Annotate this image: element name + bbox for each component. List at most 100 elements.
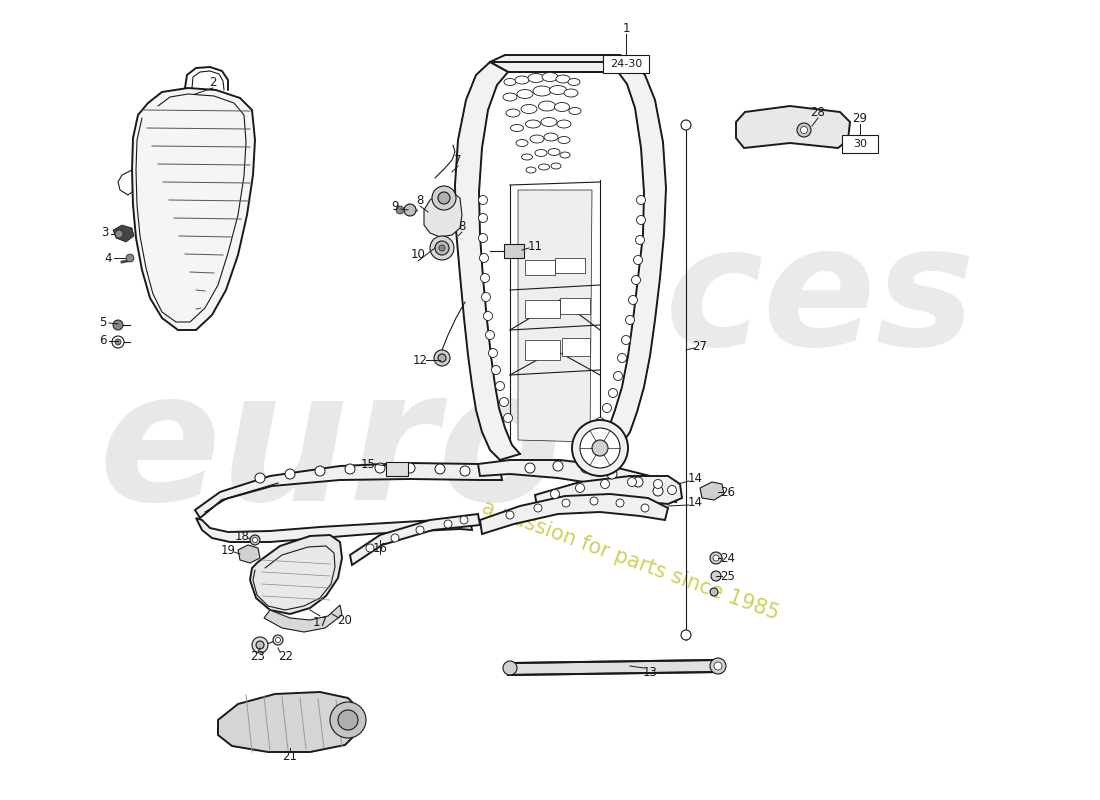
Bar [562, 338, 590, 356]
Text: 8: 8 [459, 219, 465, 233]
Text: 23: 23 [251, 650, 265, 662]
Circle shape [405, 463, 415, 473]
Ellipse shape [542, 73, 558, 82]
Circle shape [345, 464, 355, 474]
Circle shape [285, 469, 295, 479]
Circle shape [478, 195, 487, 205]
Circle shape [495, 382, 505, 390]
Circle shape [621, 335, 630, 345]
Text: 4: 4 [104, 251, 112, 265]
Text: 1: 1 [623, 22, 629, 34]
Ellipse shape [506, 109, 520, 117]
Circle shape [503, 661, 517, 675]
Circle shape [713, 555, 719, 561]
Circle shape [631, 275, 640, 285]
Circle shape [404, 204, 416, 216]
Circle shape [628, 295, 638, 305]
Circle shape [256, 641, 264, 649]
Circle shape [273, 635, 283, 645]
Circle shape [438, 192, 450, 204]
Text: 13: 13 [642, 666, 658, 678]
Circle shape [634, 255, 642, 265]
Circle shape [416, 526, 424, 534]
Circle shape [488, 349, 497, 358]
Circle shape [714, 662, 722, 670]
Text: 17: 17 [312, 615, 328, 629]
Circle shape [253, 538, 257, 542]
Circle shape [250, 535, 260, 545]
Circle shape [550, 490, 560, 498]
Text: 22: 22 [278, 650, 294, 662]
Circle shape [275, 638, 280, 642]
Circle shape [482, 293, 491, 302]
Ellipse shape [530, 135, 544, 143]
Polygon shape [113, 225, 134, 242]
Circle shape [460, 466, 470, 476]
Text: 18: 18 [234, 530, 250, 542]
Circle shape [572, 420, 628, 476]
Text: 20: 20 [338, 614, 352, 626]
Circle shape [668, 486, 676, 494]
Ellipse shape [560, 152, 570, 158]
Circle shape [637, 195, 646, 205]
Circle shape [460, 516, 467, 524]
Text: 12: 12 [412, 354, 428, 366]
Circle shape [338, 710, 358, 730]
Text: 15: 15 [361, 458, 375, 470]
Circle shape [616, 499, 624, 507]
Circle shape [375, 463, 385, 473]
Polygon shape [250, 535, 342, 614]
Bar [525, 340, 560, 360]
Polygon shape [238, 545, 260, 563]
Circle shape [480, 254, 488, 262]
Circle shape [116, 339, 121, 345]
Text: 28: 28 [811, 106, 825, 118]
Ellipse shape [551, 163, 561, 169]
Ellipse shape [557, 120, 571, 128]
Bar [560, 298, 590, 314]
Circle shape [653, 479, 662, 489]
Circle shape [590, 497, 598, 505]
Circle shape [116, 230, 123, 238]
Text: 11: 11 [528, 239, 542, 253]
Polygon shape [490, 55, 634, 72]
Circle shape [113, 320, 123, 330]
Circle shape [126, 254, 134, 262]
Circle shape [632, 477, 644, 487]
Polygon shape [590, 62, 666, 457]
Ellipse shape [510, 125, 524, 131]
Polygon shape [350, 514, 480, 565]
Circle shape [439, 245, 446, 251]
Polygon shape [218, 692, 360, 752]
Text: 19: 19 [220, 543, 235, 557]
Polygon shape [535, 476, 682, 512]
Circle shape [601, 479, 609, 489]
Circle shape [636, 235, 645, 245]
Polygon shape [132, 88, 255, 330]
Ellipse shape [528, 74, 544, 82]
Text: 26: 26 [720, 486, 736, 498]
Circle shape [562, 499, 570, 507]
Circle shape [711, 571, 720, 581]
Ellipse shape [556, 75, 570, 83]
Text: a passion for parts since 1985: a passion for parts since 1985 [478, 497, 781, 623]
Ellipse shape [544, 133, 558, 141]
Ellipse shape [539, 101, 556, 111]
Circle shape [608, 389, 617, 398]
Circle shape [575, 483, 584, 493]
Ellipse shape [515, 76, 529, 84]
Text: 24: 24 [720, 551, 736, 565]
Text: 3: 3 [101, 226, 109, 238]
Text: 21: 21 [283, 750, 297, 762]
Polygon shape [424, 192, 462, 237]
Circle shape [504, 414, 513, 422]
Circle shape [481, 274, 490, 282]
Circle shape [430, 236, 454, 260]
Circle shape [525, 463, 535, 473]
Polygon shape [480, 494, 668, 534]
Text: 14: 14 [688, 473, 703, 486]
Circle shape [595, 418, 605, 426]
Circle shape [438, 354, 446, 362]
Ellipse shape [569, 107, 581, 114]
Ellipse shape [503, 93, 517, 101]
